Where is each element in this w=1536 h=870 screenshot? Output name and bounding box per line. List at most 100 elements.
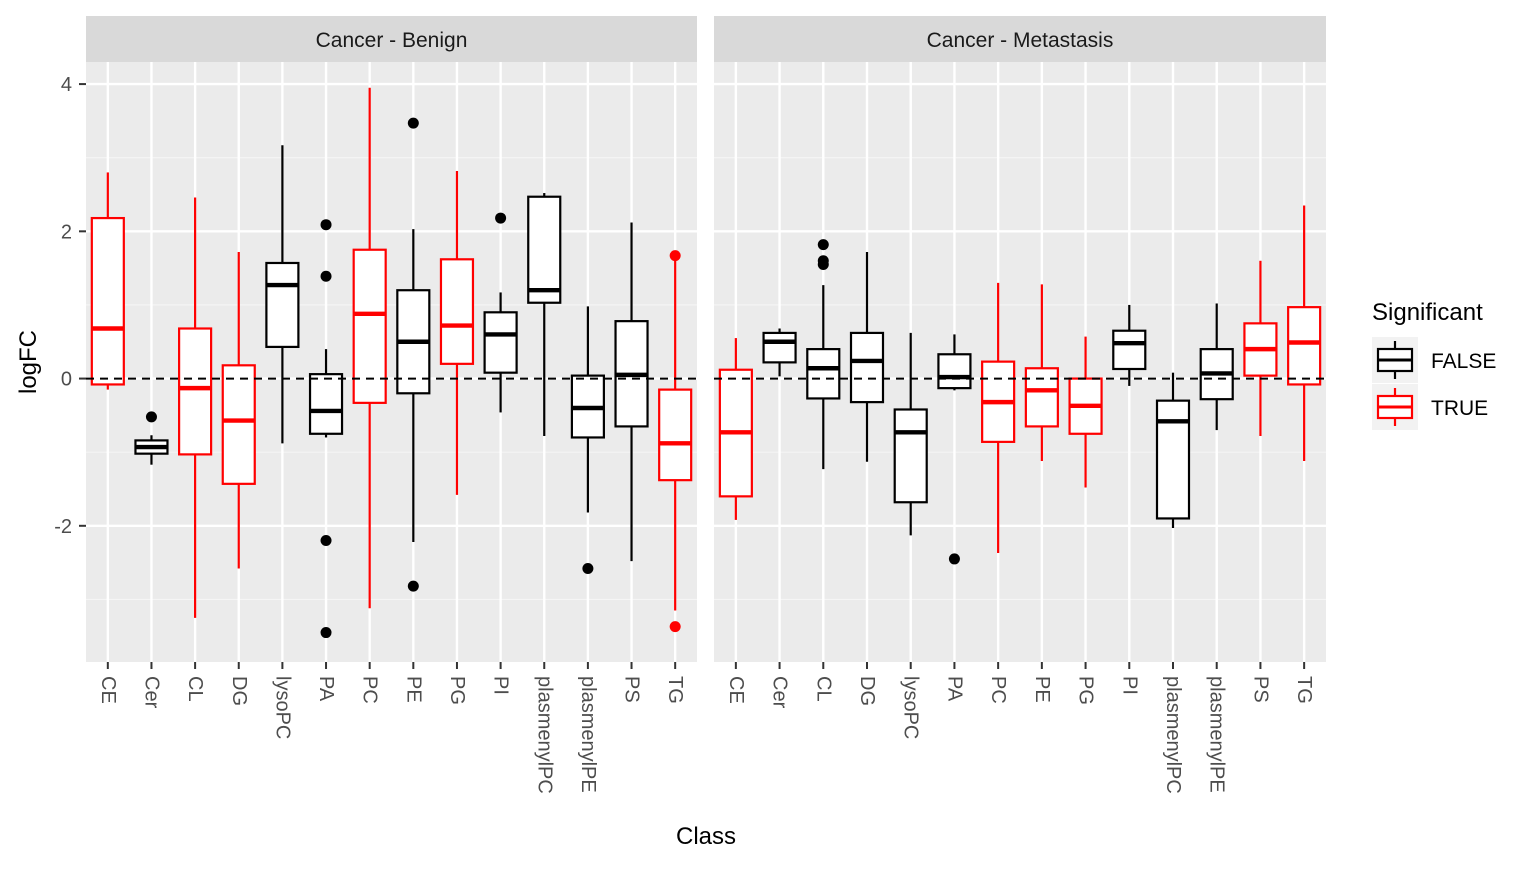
outlier-point bbox=[145, 411, 157, 423]
panel-1: Cancer - Metastasis CE Cer CL DG lysoPC PA PC PE… bbox=[714, 16, 1326, 794]
box-body bbox=[937, 353, 972, 390]
box-lysoPC bbox=[265, 145, 300, 444]
box-body bbox=[1112, 329, 1147, 371]
panel-0: Cancer - Benign CE Cer CL DG lysoPC PA PC PE PG PI… bbox=[86, 16, 697, 794]
legend-entry-false: FALSE bbox=[1372, 337, 1496, 383]
y-tick-label: -2 bbox=[54, 516, 72, 538]
box-body bbox=[1024, 367, 1059, 428]
box-PI bbox=[483, 212, 518, 413]
box-body bbox=[483, 311, 518, 374]
x-tick-label: PC bbox=[987, 676, 1009, 704]
box-body bbox=[439, 258, 475, 365]
box-body bbox=[265, 261, 300, 349]
box-plasmenylPC bbox=[1155, 372, 1191, 529]
box-body bbox=[893, 408, 928, 504]
panel-title: Cancer - Metastasis bbox=[927, 29, 1114, 52]
y-tick-label: 0 bbox=[61, 369, 72, 391]
panel-title: Cancer - Benign bbox=[316, 29, 468, 52]
x-axis-label: Class bbox=[676, 823, 736, 850]
outlier-point bbox=[817, 239, 829, 251]
x-tick-label: CL bbox=[812, 676, 834, 702]
x-tick-label: CE bbox=[725, 676, 747, 704]
box-body bbox=[762, 331, 797, 364]
box-TG bbox=[1287, 205, 1322, 462]
y-axis: -2 0 2 4 bbox=[54, 74, 86, 538]
box-PE bbox=[396, 117, 431, 592]
panel-strip bbox=[714, 16, 1326, 62]
box-PG bbox=[439, 170, 475, 495]
panel-strip bbox=[86, 16, 697, 62]
outlier-point bbox=[407, 117, 419, 129]
x-tick-label: CE bbox=[97, 676, 119, 704]
box-body bbox=[308, 373, 344, 435]
outlier-point bbox=[320, 627, 332, 639]
outlier-point bbox=[407, 580, 419, 592]
y-tick-label: 4 bbox=[61, 74, 72, 96]
x-tick-label: PA bbox=[315, 676, 337, 702]
box-body bbox=[527, 195, 562, 304]
box-body bbox=[849, 331, 885, 404]
box-CE bbox=[718, 338, 753, 520]
x-tick-label: PA bbox=[943, 676, 965, 702]
outlier-point bbox=[495, 212, 507, 224]
legend-label: FALSE bbox=[1431, 350, 1496, 373]
x-tick-label: PS bbox=[1249, 676, 1271, 703]
x-tick-label: lysoPC bbox=[271, 676, 293, 739]
box-lysoPC bbox=[893, 332, 928, 536]
x-tick-label: DG bbox=[228, 676, 250, 706]
box-PC bbox=[352, 87, 387, 609]
box-body bbox=[1287, 306, 1322, 386]
x-tick-label: CL bbox=[184, 676, 206, 702]
x-tick-label: DG bbox=[856, 676, 878, 706]
box-body bbox=[1155, 399, 1191, 520]
legend: Significant FALSE TRUE bbox=[1372, 299, 1496, 430]
x-tick-label: plasmenylPC bbox=[533, 676, 555, 794]
box-plasmenylPC bbox=[527, 193, 562, 436]
box-body bbox=[352, 248, 387, 404]
x-tick-label: PE bbox=[1031, 676, 1053, 703]
box-TG bbox=[658, 250, 693, 633]
x-tick-label: lysoPC bbox=[900, 676, 922, 739]
box-Cer bbox=[762, 328, 797, 377]
x-tick-label: PS bbox=[621, 676, 643, 703]
legend-label: TRUE bbox=[1431, 397, 1488, 420]
x-tick-label: TG bbox=[1293, 676, 1315, 704]
x-tick-label: plasmenylPE bbox=[577, 676, 599, 793]
panel-background bbox=[86, 62, 697, 662]
panels-layer: Cancer - Benign CE Cer CL DG lysoPC PA PC PE PG PI… bbox=[86, 16, 1326, 794]
box-body bbox=[221, 364, 256, 485]
x-tick-label: plasmenylPC bbox=[1162, 676, 1184, 794]
box-Cer bbox=[134, 411, 169, 465]
x-tick-label: PI bbox=[1118, 676, 1140, 695]
box-DG bbox=[849, 251, 885, 462]
box-body bbox=[806, 348, 841, 400]
panel-background bbox=[714, 62, 1326, 662]
box-CL bbox=[806, 239, 841, 470]
outlier-point bbox=[320, 535, 332, 547]
x-tick-label: PE bbox=[402, 676, 424, 703]
box-PS bbox=[1243, 260, 1278, 436]
box-body bbox=[658, 388, 693, 482]
box-CE bbox=[90, 172, 125, 390]
box-PG bbox=[1068, 336, 1103, 488]
x-tick-label: PC bbox=[359, 676, 381, 704]
legend-entry-true: TRUE bbox=[1372, 384, 1488, 430]
x-tick-label: PG bbox=[1075, 676, 1097, 705]
x-tick-label: plasmenylPE bbox=[1206, 676, 1228, 793]
box-PA bbox=[937, 334, 972, 565]
legend-title: Significant bbox=[1372, 299, 1483, 326]
outlier-point bbox=[817, 258, 829, 270]
x-tick-label: TG bbox=[664, 676, 686, 704]
box-DG bbox=[221, 251, 256, 569]
y-axis-label: logFC bbox=[15, 330, 42, 394]
box-PS bbox=[614, 222, 649, 562]
outlier-point bbox=[582, 563, 594, 575]
x-tick-label: PG bbox=[446, 676, 468, 705]
box-PA bbox=[308, 219, 344, 639]
outlier-point bbox=[320, 219, 332, 231]
box-PI bbox=[1112, 304, 1147, 386]
y-tick-label: 2 bbox=[61, 221, 72, 243]
box-body bbox=[90, 216, 125, 386]
